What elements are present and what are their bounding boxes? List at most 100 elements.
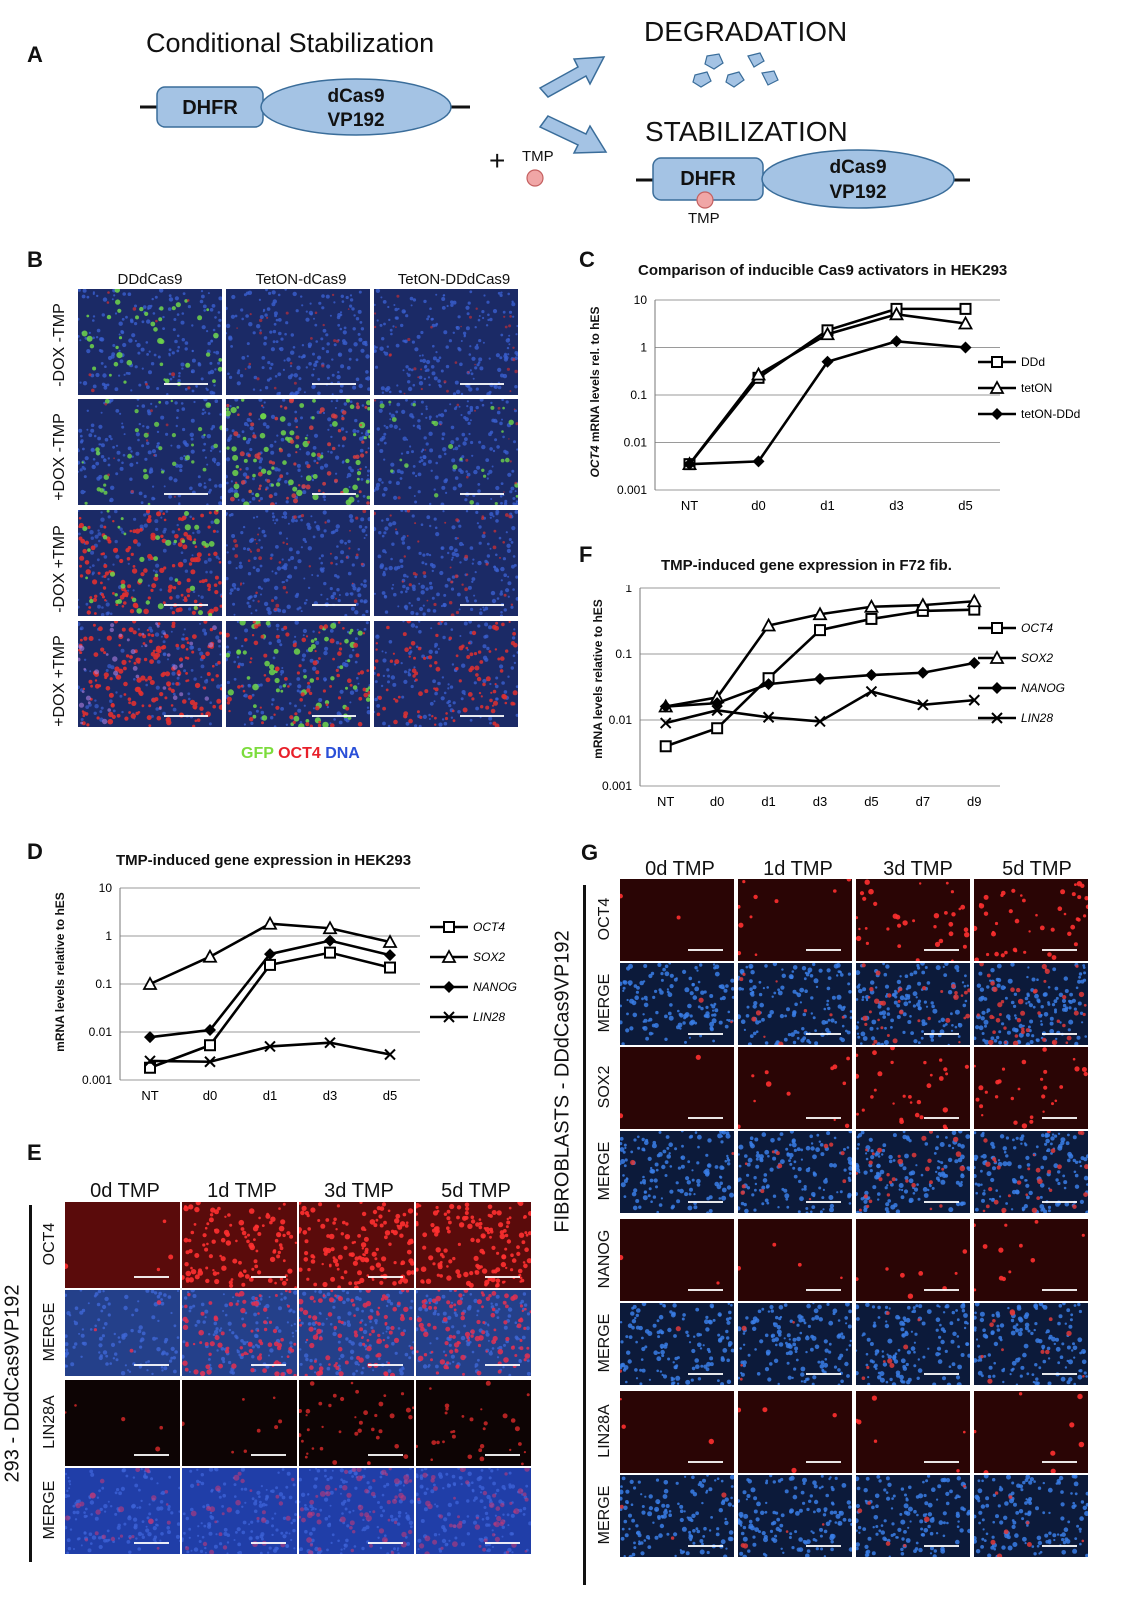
panel-e-side-label: 293 - DDdCas9VP192	[1, 1284, 24, 1483]
micrograph-e-r4-c3	[299, 1468, 414, 1554]
micrograph-g-r3-c1	[620, 1047, 734, 1129]
point-oct4-3	[814, 624, 826, 637]
micrograph-b-r2-c1	[78, 399, 222, 505]
y-tick-label: 1	[625, 585, 632, 595]
point-nanog-2	[264, 948, 276, 961]
tmp-label: TMP	[522, 148, 554, 165]
col-header-g-5d: 5d TMP	[1002, 858, 1072, 880]
x-tick-label: d0	[203, 1088, 217, 1100]
micrograph-e-r3-c3	[299, 1380, 414, 1466]
legend-marker-sox2	[441, 949, 457, 963]
micrograph-e-r2-c4	[416, 1290, 531, 1376]
x-tick-label: d5	[958, 498, 972, 513]
point-teton-ddd-4	[959, 341, 972, 354]
x-tick-label: d0	[710, 794, 724, 809]
chart-d-ylabel: mRNA levels relative to hES	[53, 892, 67, 1052]
col-header-e-0d: 0d TMP	[90, 1180, 160, 1202]
micrograph-b-r4-c3	[374, 621, 518, 727]
panel-g-side-label: FIBROBLASTS - DDdCas9VP192	[551, 930, 574, 1233]
panel-g-row-label-1: OCT4	[596, 897, 613, 941]
legend-marker-nanog	[443, 981, 455, 993]
col-header-teton-ddd: TetON-DDdCas9	[397, 271, 511, 288]
y-tick-label: 10	[99, 881, 113, 895]
point-ddd-4	[959, 302, 972, 315]
micrograph-g-r5-c1	[620, 1219, 734, 1301]
legend-label-teton: tetON	[1021, 381, 1052, 395]
point-teton-ddd-0	[683, 458, 696, 471]
point-nanog-0	[659, 700, 672, 713]
panel-d-label: D	[27, 839, 43, 864]
chart-c: 10 1 0.1 0.01 0.001 NT d0 d1 d3 d5 DDd tetON tetON-D…	[600, 290, 1120, 525]
chartD-svg: 10 1 0.1 0.01 0.001 NT d0 d1 d3 d5 OCT4 SOX2 NANOG LI…	[82, 881, 517, 1103]
plus-sign: +	[489, 145, 506, 176]
point-nanog-0	[144, 1031, 156, 1044]
x-tick-label: d9	[967, 794, 981, 809]
micrograph-g-r5-c2	[738, 1219, 852, 1301]
x-tick-label: d0	[751, 498, 765, 513]
y-tick-label: 0.1	[630, 388, 647, 402]
point-lin28-3	[814, 715, 826, 728]
point-sox2-3	[812, 606, 828, 621]
point-oct4-1	[711, 722, 724, 735]
point-nanog-4	[865, 669, 878, 682]
legend-label-oct4: OCT4	[473, 920, 505, 934]
point-teton-3	[888, 306, 905, 321]
vp192-label-stabilized: VP192	[829, 182, 887, 203]
dcas9-domain	[260, 78, 452, 136]
point-nanog-3	[324, 934, 336, 947]
x-tick-label: d3	[813, 794, 827, 809]
legend-label-lin28: LIN28	[1021, 711, 1053, 725]
legend-marker-ddd	[991, 356, 1003, 368]
y-tick-label: 0.01	[609, 713, 633, 727]
micrograph-g-r7-c1	[620, 1391, 734, 1473]
panel-e-row-label-4: MERGE	[41, 1480, 58, 1540]
panel-e-bracket	[29, 1205, 32, 1562]
legend-gfp: GFP	[241, 745, 274, 762]
y-tick-label: 1	[105, 929, 112, 943]
y-tick-label: 0.001	[617, 483, 647, 497]
micrograph-e-r4-c1	[65, 1468, 180, 1554]
degraded-fragments	[692, 52, 779, 88]
micrograph-g-r1-c4	[974, 879, 1088, 961]
col-header-e-1d: 1d TMP	[207, 1180, 277, 1202]
panel-b-label: B	[27, 247, 43, 272]
legend-label-sox2: SOX2	[1021, 651, 1053, 665]
point-lin28-0	[144, 1055, 156, 1067]
dhfr-label-stabilized: DHFR	[680, 168, 736, 190]
dhfr-label: DHFR	[182, 97, 238, 119]
micrograph-e-r1-c1	[65, 1202, 180, 1288]
col-header-teton: TetON-dCas9	[255, 271, 347, 288]
micrograph-g-r6-c2	[738, 1303, 852, 1385]
panel-e-row-label-3: LIN28A	[41, 1395, 58, 1449]
y-tick-label: 0.01	[624, 436, 648, 450]
micrograph-g-r1-c3	[856, 879, 970, 961]
legend-label-oct4: OCT4	[1021, 621, 1053, 635]
micrograph-e-r3-c1	[65, 1380, 180, 1466]
micrograph-e-r3-c4	[416, 1380, 531, 1466]
micrograph-e-r2-c2	[182, 1290, 297, 1376]
panel-g-row-label-4: MERGE	[596, 1141, 613, 1201]
y-tick-label: 0.001	[82, 1073, 112, 1087]
x-tick-label: d5	[383, 1088, 397, 1100]
point-nanog-4	[384, 949, 396, 962]
panel-a-title: Conditional Stabilization	[146, 28, 435, 58]
micrograph-g-r2-c4	[974, 963, 1088, 1045]
panel-g-label: G	[581, 840, 599, 865]
chartF-svg: 1 0.1 0.01 0.001 NT d0 d1 d3 d5 d7 d9 OCT4 SOX2 NANOG…	[602, 581, 1065, 809]
y-tick-label: 0.1	[615, 647, 632, 661]
micrograph-g-r7-c4	[974, 1391, 1088, 1473]
legend-marker-teton-ddd	[991, 408, 1003, 420]
tmp-bound-label: TMP	[688, 210, 720, 227]
panel-g-bracket	[583, 885, 586, 1585]
micrograph-e-r3-c2	[182, 1380, 297, 1466]
vp192-label: VP192	[327, 110, 385, 131]
x-tick-label: d5	[864, 794, 878, 809]
micrograph-b-r3-c1	[78, 510, 222, 616]
col-header-e-5d: 5d TMP	[441, 1180, 511, 1202]
col-header-g-0d: 0d TMP	[645, 858, 715, 880]
point-nanog-2	[762, 678, 775, 691]
tmp-molecule	[526, 169, 544, 187]
x-tick-label: NT	[657, 794, 674, 809]
x-tick-label: d3	[889, 498, 903, 513]
micrograph-g-r3-c2	[738, 1047, 852, 1129]
